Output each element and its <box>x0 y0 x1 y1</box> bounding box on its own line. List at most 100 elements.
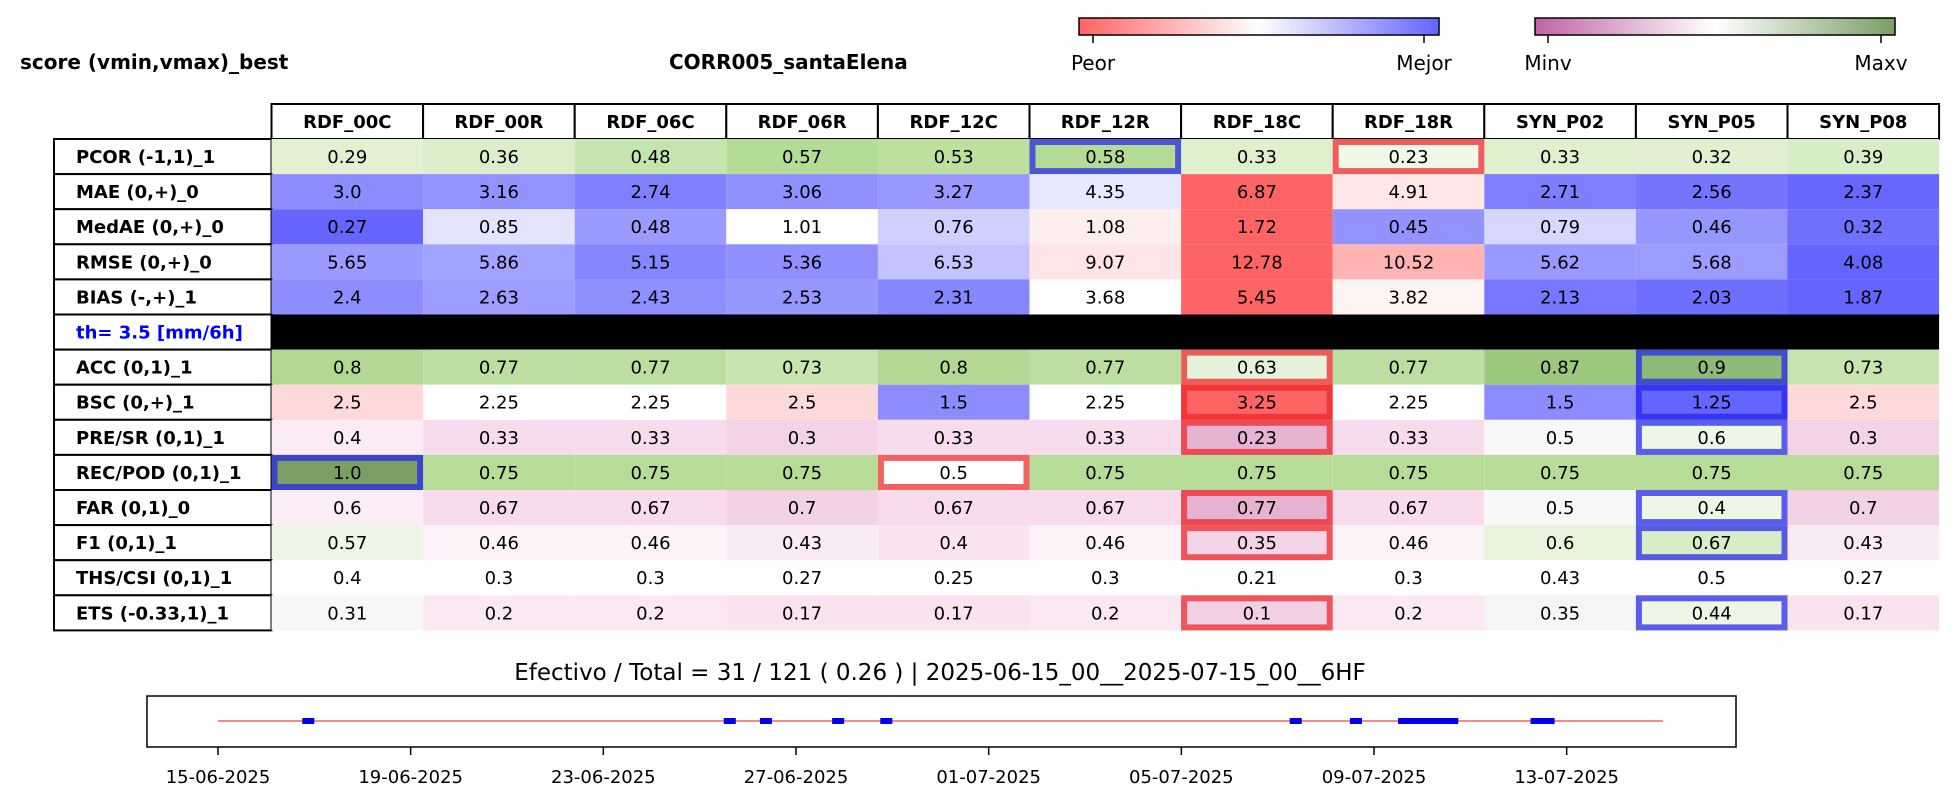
best-score-box <box>1635 490 1788 526</box>
cell-value: 0.44 <box>1692 603 1732 624</box>
row-label: BIAS (-,+)_1 <box>76 287 197 308</box>
worst-score-box <box>877 454 1030 490</box>
heatmap-cell <box>1635 244 1788 280</box>
heatmap-cell <box>1484 419 1636 455</box>
heatmap-cell <box>877 139 1030 175</box>
heatmap-cell <box>1635 279 1788 315</box>
heatmap-cell <box>1181 209 1333 245</box>
cell-value: 2.25 <box>1388 393 1428 414</box>
heatmap-cell <box>1484 490 1636 526</box>
cell-value: 0.77 <box>1237 498 1277 519</box>
cell-value: 0.79 <box>1540 217 1580 238</box>
cell-value: 0.33 <box>1237 147 1277 168</box>
column-header: SYN_P05 <box>1668 112 1756 133</box>
heatmap-cell <box>1484 349 1636 385</box>
column-header: RDF_18R <box>1364 112 1453 133</box>
x-tick-label: 09-07-2025 <box>1322 767 1427 788</box>
heatmap-cell <box>1332 560 1485 596</box>
heatmap-cell <box>271 244 424 280</box>
heatmap-cell <box>726 244 878 280</box>
cell-value: 0.3 <box>788 428 817 449</box>
heatmap-cell <box>877 560 1030 596</box>
x-tick-label: 19-06-2025 <box>358 767 463 788</box>
heatmap-cell <box>726 384 878 420</box>
heatmap-cell <box>1029 349 1182 385</box>
heatmap-cell <box>1787 209 1940 245</box>
heatmap-cell <box>271 595 424 631</box>
cell-value: 1.08 <box>1085 217 1125 238</box>
heatmap-cell <box>1635 139 1788 175</box>
cell-value: 2.13 <box>1540 287 1580 308</box>
heatmap-cell <box>271 560 424 596</box>
row-label-cell <box>53 453 273 491</box>
row-label-cell <box>53 559 273 597</box>
cell-value: 0.23 <box>1388 147 1428 168</box>
cell-value: 0.33 <box>1540 147 1580 168</box>
cell-value: 3.68 <box>1085 287 1125 308</box>
heatmap-cell <box>1787 279 1940 315</box>
colorbar-high-label: Mejor <box>1396 51 1452 75</box>
row-label-cell <box>53 524 273 562</box>
cell-value: 0.5 <box>1697 568 1726 589</box>
heatmap-cell <box>574 560 727 596</box>
row-label: PRE/SR (0,1)_1 <box>76 428 225 449</box>
heatmap-cell <box>1181 279 1333 315</box>
heatmap-cell <box>1181 174 1333 210</box>
cell-value: 0.35 <box>1540 603 1580 624</box>
cell-value: 4.35 <box>1085 182 1125 203</box>
cell-value: 0.7 <box>1849 498 1878 519</box>
timeline-title: Efectivo / Total = 31 / 121 ( 0.26 ) | 2… <box>514 660 1366 686</box>
colorbar-low-label: Peor <box>1071 51 1116 75</box>
cell-value: 0.63 <box>1237 358 1277 379</box>
heatmap-cell <box>1787 419 1940 455</box>
heatmap-cell <box>574 139 727 175</box>
cell-value: 0.23 <box>1237 428 1277 449</box>
column-header: SYN_P02 <box>1516 112 1604 133</box>
heatmap-cell <box>1181 560 1333 596</box>
cell-value: 5.65 <box>327 252 367 273</box>
cell-value: 0.2 <box>1394 603 1423 624</box>
heatmap-cell <box>726 279 878 315</box>
cell-value: 0.4 <box>333 568 362 589</box>
heatmap-cell <box>423 595 575 631</box>
colorbar-high-label: Maxv <box>1854 51 1907 75</box>
cell-value: 0.21 <box>1237 568 1277 589</box>
heatmap-cell <box>877 595 1030 631</box>
column-header-cell <box>1786 103 1941 140</box>
row-label: BSC (0,+)_1 <box>76 393 195 414</box>
heatmap-cell <box>1484 560 1636 596</box>
cell-value: 2.03 <box>1692 287 1732 308</box>
x-tick-label: 13-07-2025 <box>1514 767 1619 788</box>
heatmap-cell <box>726 419 878 455</box>
cell-value: 0.3 <box>1091 568 1120 589</box>
heatmap-cell <box>1787 560 1940 596</box>
heatmap-cell <box>1332 209 1485 245</box>
cell-value: 2.71 <box>1540 182 1580 203</box>
cell-value: 0.75 <box>630 463 670 484</box>
heatmap-cell <box>726 209 878 245</box>
heatmap-cell <box>423 279 575 315</box>
cell-value: 1.5 <box>939 393 968 414</box>
cell-value: 4.08 <box>1843 252 1883 273</box>
event-segment <box>759 718 772 724</box>
heatmap-cell <box>423 454 575 490</box>
heatmap-cell <box>1635 174 1788 210</box>
timeline-plot: 15-06-2025 19-06-2025 23-06-2025 27-06-2025… <box>146 695 1737 788</box>
cell-value: 1.72 <box>1237 217 1277 238</box>
cell-value: 0.27 <box>782 568 822 589</box>
heatmap-cell <box>1484 244 1636 280</box>
worst-score-box <box>1181 595 1333 631</box>
cell-value: 2.25 <box>1085 393 1125 414</box>
cell-value: 0.67 <box>934 498 974 519</box>
heatmap-cell <box>574 419 727 455</box>
separator-band <box>271 314 1940 350</box>
cell-value: 0.67 <box>630 498 670 519</box>
cell-value: 0.67 <box>1085 498 1125 519</box>
heatmap-cell <box>271 174 424 210</box>
cell-value: 0.75 <box>1692 463 1732 484</box>
cell-value: 0.67 <box>1388 498 1428 519</box>
cell-value: 0.5 <box>1546 428 1575 449</box>
cell-value: 5.15 <box>630 252 670 273</box>
cell-value: 3.16 <box>479 182 519 203</box>
cell-value: 0.31 <box>327 603 367 624</box>
